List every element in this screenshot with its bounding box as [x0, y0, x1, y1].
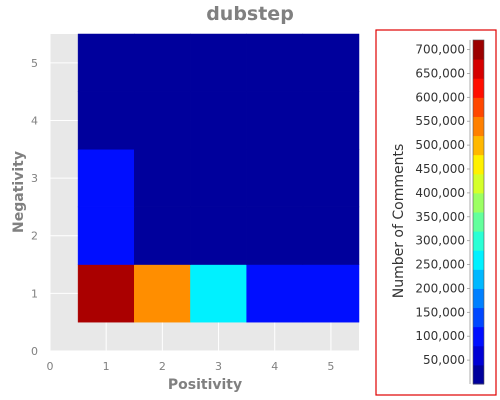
- colorbar-tick-label: 150,000: [415, 305, 465, 319]
- colorbar-band: [473, 269, 484, 289]
- heatmap-cell: [134, 91, 191, 150]
- colorbar-band: [473, 59, 484, 79]
- heatmap-cell: [302, 33, 360, 92]
- colorbar-band: [473, 116, 484, 137]
- heatmap-cell: [302, 149, 360, 208]
- heatmap-cell: [190, 149, 247, 208]
- colorbar-band: [473, 97, 484, 117]
- heatmap-cell: [77, 91, 135, 150]
- colorbar-tick-label: 500,000: [415, 138, 465, 152]
- colorbar-tick-label: 600,000: [415, 90, 465, 104]
- heatmap-cell: [190, 206, 247, 265]
- colorbar-band: [473, 231, 484, 251]
- heatmap-cell: [134, 33, 191, 92]
- colorbar-band: [473, 326, 484, 347]
- colorbar-outline: [472, 39, 485, 385]
- x-tick-label: 5: [327, 360, 334, 373]
- colorbar-tick-label: 400,000: [415, 186, 465, 200]
- y-tick-label: 4: [31, 114, 38, 127]
- colorbar-title: Number of Comments: [391, 144, 407, 299]
- heatmap-cell: [77, 33, 135, 92]
- x-tick-label: 2: [159, 360, 166, 373]
- heatmap-cell: [302, 91, 360, 150]
- colorbar-band: [473, 364, 484, 385]
- x-axis-ticks: 0 1 2 3 4 5: [47, 360, 335, 373]
- colorbar-tick-label: 550,000: [415, 114, 465, 128]
- colorbar-tick-label: 450,000: [415, 162, 465, 176]
- heatmap-cell: [134, 149, 191, 208]
- colorbar-tick-label: 50,000: [423, 353, 465, 367]
- y-axis-ticks: 0 1 2 3 4 5: [31, 57, 38, 358]
- colorbar-tick-label: 200,000: [415, 281, 465, 295]
- heatmap-cell: [134, 206, 191, 265]
- x-axis-title: Positivity: [168, 377, 242, 393]
- heatmap-cell: [246, 206, 304, 265]
- colorbar-band: [473, 250, 484, 270]
- heatmap-cell: [190, 91, 247, 150]
- y-tick-label: 0: [31, 345, 38, 358]
- colorbar-ticks: 50,000 100,000 150,000 200,000 250,000 300,00…: [415, 43, 470, 367]
- heatmap-cell: [77, 149, 135, 208]
- heatmap-cell: [77, 206, 135, 265]
- heatmap-cell: [302, 264, 360, 323]
- y-tick-label: 3: [31, 172, 38, 185]
- colorbar-band: [473, 135, 484, 156]
- x-tick-label: 0: [47, 360, 54, 373]
- colorbar-tick-label: 300,000: [415, 234, 465, 248]
- colorbar-tick-label: 700,000: [415, 43, 465, 57]
- heatmap-cell: [77, 264, 135, 323]
- colorbar-band: [473, 212, 484, 232]
- heatmap-cell: [190, 264, 247, 323]
- y-tick-label: 5: [31, 57, 38, 70]
- colorbar-band: [473, 345, 484, 366]
- colorbar-band: [473, 307, 484, 328]
- y-tick-label: 1: [31, 287, 38, 300]
- heatmap-cell: [246, 33, 304, 92]
- heatmap-cell: [246, 149, 304, 208]
- colorbar-band: [473, 78, 484, 98]
- colorbar-band: [473, 173, 484, 194]
- colorbar: [469, 39, 485, 385]
- heatmap-cell: [246, 91, 304, 150]
- colorbar-band: [473, 154, 484, 175]
- y-axis-title: Negativity: [11, 151, 27, 233]
- colorbar-tick-label: 250,000: [415, 258, 465, 272]
- colorbar-band: [473, 288, 484, 309]
- x-tick-label: 4: [271, 360, 278, 373]
- heatmap-cell: [302, 206, 360, 265]
- heatmap-cell: [134, 264, 191, 323]
- x-tick-label: 3: [215, 360, 222, 373]
- heatmap-cells: [77, 33, 360, 323]
- chart-title: dubstep: [206, 3, 294, 25]
- x-tick-label: 1: [103, 360, 110, 373]
- colorbar-tick-label: 100,000: [415, 329, 465, 343]
- y-tick-label: 2: [31, 230, 38, 243]
- colorbar-tick-label: 350,000: [415, 210, 465, 224]
- colorbar-band: [473, 40, 484, 60]
- colorbar-tick-label: 650,000: [415, 66, 465, 80]
- colorbar-band: [473, 192, 484, 213]
- heatmap-cell: [190, 33, 247, 92]
- heatmap-cell: [246, 264, 304, 323]
